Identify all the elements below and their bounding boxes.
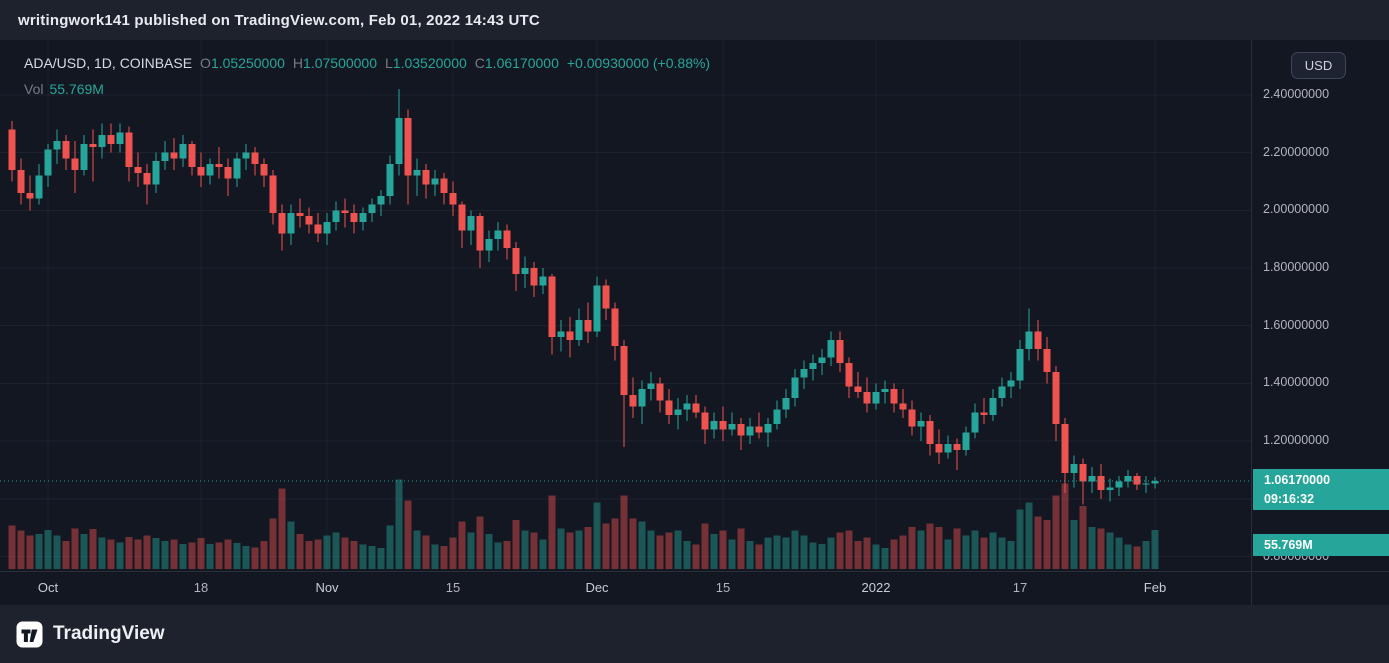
- time-axis-label: Dec: [585, 580, 609, 595]
- time-axis-label: 2022: [861, 580, 891, 595]
- time-axis[interactable]: Oct 18 Nov 15 Dec 15 2022 17 Feb: [0, 571, 1251, 605]
- price-change-text: +0.00930000 (+0.88%): [566, 55, 711, 71]
- symbol-legend: ADA/USD, 1D, COINBASE O 1.05250000 H 1.075…: [24, 52, 710, 100]
- last-price-value: 1.06170000: [1264, 473, 1331, 488]
- currency-toggle-button[interactable]: USD: [1291, 52, 1346, 79]
- price-axis-label: 1.40000000: [1263, 375, 1330, 390]
- legend-ohlc-row: ADA/USD, 1D, COINBASE O 1.05250000 H 1.075…: [24, 52, 710, 74]
- time-axis-divider: [0, 571, 1389, 572]
- price-axis-label: 2.00000000: [1263, 202, 1330, 217]
- price-axis-label: 2.20000000: [1263, 144, 1330, 159]
- price-axis[interactable]: USD 2.40000000 2.20000000 2.00000000 1.8000…: [1251, 40, 1389, 605]
- price-axis-label: 1.20000000: [1263, 433, 1330, 448]
- ohlc-low: L 1.03520000: [385, 55, 467, 71]
- time-axis-label: Feb: [1143, 580, 1167, 595]
- price-axis-label: 1.60000000: [1263, 317, 1330, 332]
- candles: [8, 89, 1159, 505]
- tradingview-brand-text: TradingView: [53, 623, 165, 644]
- price-axis-label: 2.40000000: [1263, 86, 1330, 101]
- attribution-text: writingwork141 published on TradingView.…: [18, 11, 540, 29]
- last-price-badge: 1.06170000 09:16:32: [1253, 469, 1389, 511]
- volume-bars: [8, 479, 1159, 569]
- tradingview-home-link[interactable]: TradingView: [16, 621, 165, 648]
- price-axis-label: 1.80000000: [1263, 259, 1330, 274]
- symbol-info-text: ADA/USD, 1D, COINBASE: [24, 55, 193, 71]
- legend-volume-row: Vol 55.769M: [24, 78, 710, 100]
- volume-readout: Vol 55.769M: [24, 81, 104, 97]
- time-axis-label: Oct: [37, 580, 59, 595]
- tradingview-logo: [16, 621, 43, 647]
- candlestick-chart[interactable]: [0, 40, 1251, 571]
- ohlc-close: C 1.06170000: [474, 55, 559, 71]
- volume-badge: 55.769M: [1253, 534, 1389, 556]
- time-axis-label: Nov: [315, 580, 339, 595]
- currency-label: USD: [1304, 58, 1333, 73]
- time-axis-label: 17: [1012, 580, 1028, 595]
- footer-bar: TradingView: [0, 605, 1389, 663]
- time-axis-label: 15: [715, 580, 731, 595]
- ohlc-open: O 1.05250000: [200, 55, 285, 71]
- bar-countdown: 09:16:32: [1264, 492, 1315, 507]
- ohlc-high: H 1.07500000: [292, 55, 377, 71]
- attribution-bar: writingwork141 published on TradingView.…: [0, 0, 1389, 40]
- time-axis-label: 15: [445, 580, 461, 595]
- time-axis-label: 18: [193, 580, 209, 595]
